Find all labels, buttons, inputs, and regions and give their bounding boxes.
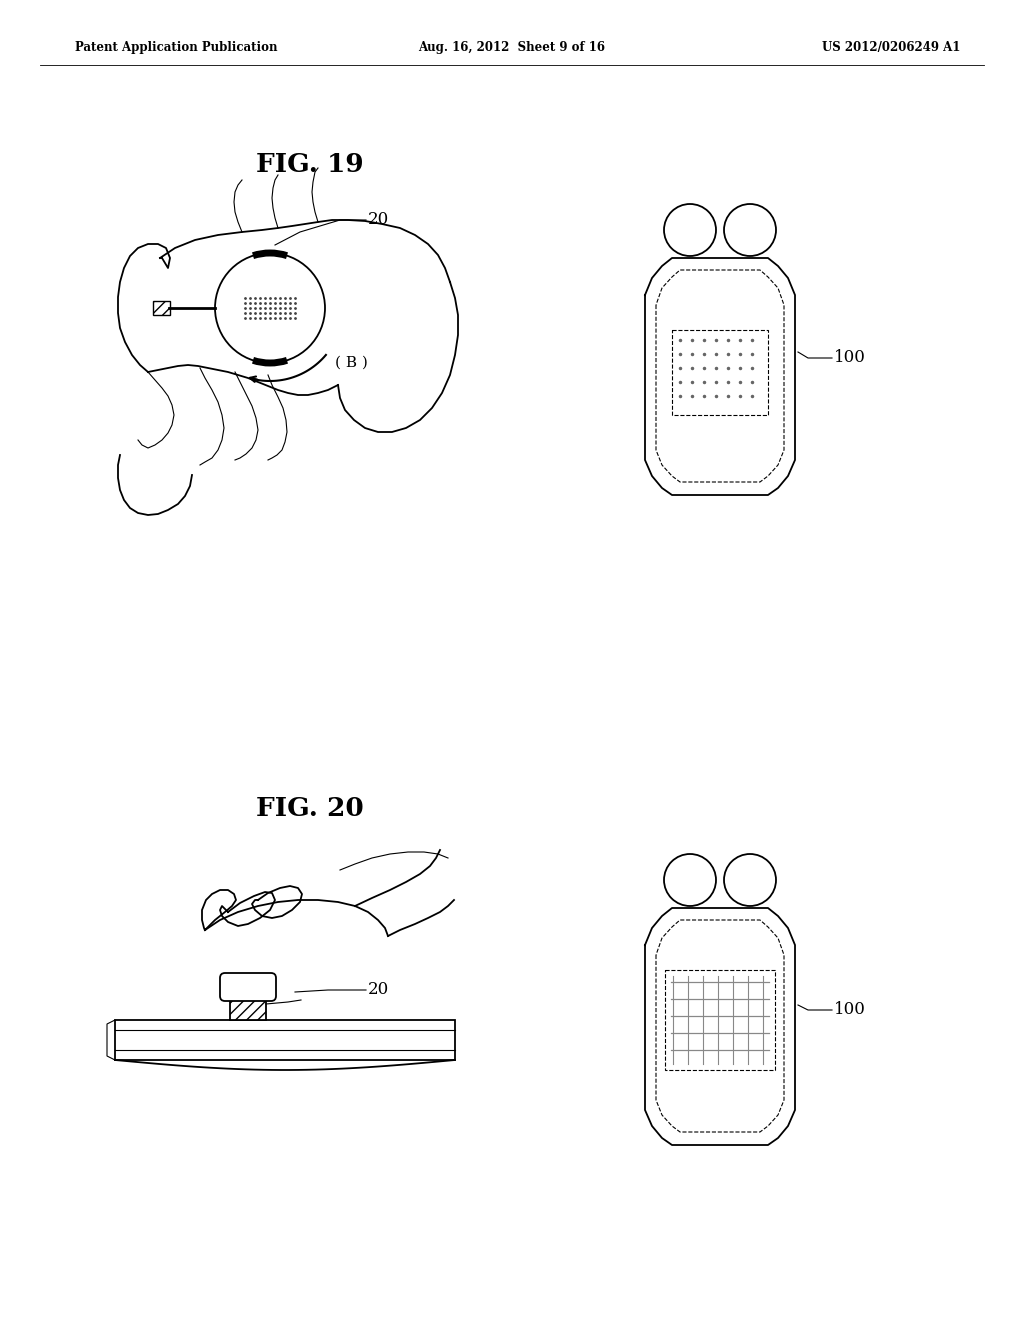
Text: US 2012/0206249 A1: US 2012/0206249 A1 — [821, 41, 961, 54]
Text: 100: 100 — [834, 350, 866, 367]
Text: Patent Application Publication: Patent Application Publication — [75, 41, 278, 54]
Text: 20: 20 — [368, 211, 389, 228]
Text: 100: 100 — [834, 1002, 866, 1019]
Text: FIG. 19: FIG. 19 — [256, 153, 364, 177]
Bar — [153, 301, 170, 315]
FancyBboxPatch shape — [220, 973, 276, 1001]
Text: FIG. 20: FIG. 20 — [256, 796, 364, 821]
Bar — [665, 970, 775, 1071]
Text: 20: 20 — [368, 982, 389, 998]
Text: ( B ): ( B ) — [335, 356, 368, 370]
Bar — [672, 330, 768, 414]
Bar — [115, 1020, 455, 1060]
Bar — [230, 994, 266, 1020]
Text: Aug. 16, 2012  Sheet 9 of 16: Aug. 16, 2012 Sheet 9 of 16 — [419, 41, 605, 54]
